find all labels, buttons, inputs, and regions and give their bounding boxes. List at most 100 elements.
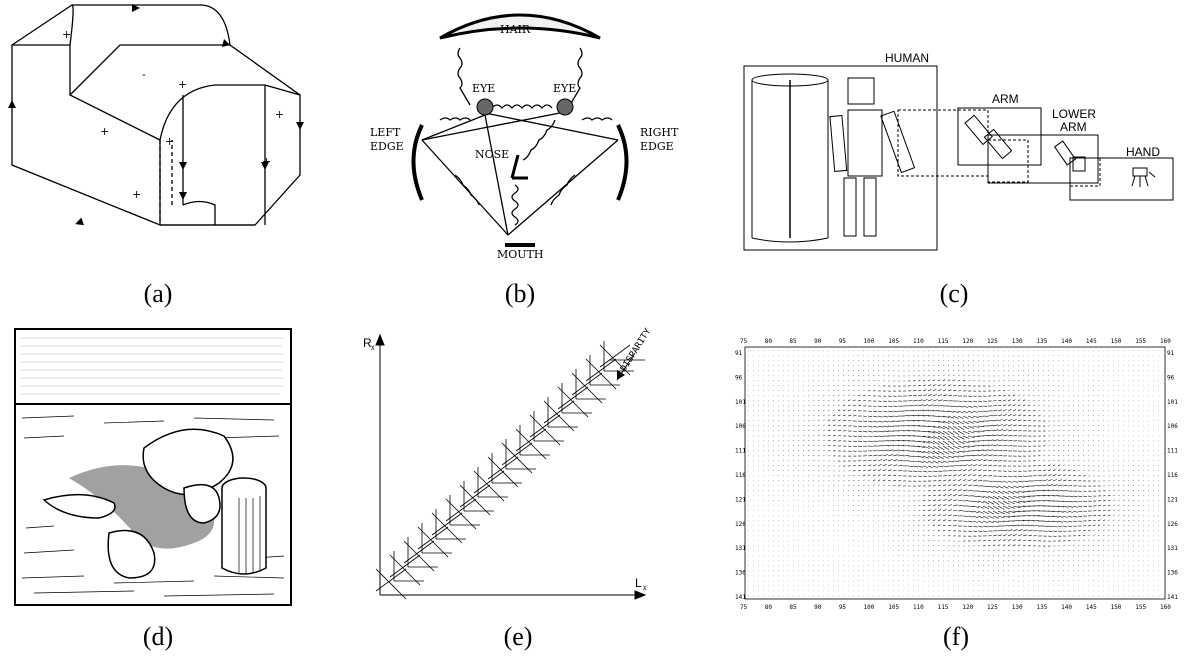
vector-mark — [807, 454, 810, 457]
vector-mark — [1072, 545, 1075, 547]
vector-mark — [852, 360, 854, 362]
vector-mark — [822, 429, 826, 432]
vector-mark — [867, 365, 869, 367]
vector-mark — [987, 454, 993, 457]
vector-mark — [972, 515, 979, 519]
vector-mark — [882, 420, 889, 423]
vector-mark — [972, 360, 975, 362]
vector-mark — [977, 464, 983, 467]
vector-mark — [1047, 484, 1054, 487]
vector-mark — [817, 429, 820, 432]
vector-mark — [857, 405, 862, 407]
x-tick-label: 85 — [789, 338, 797, 345]
vector-mark — [947, 530, 951, 532]
grid-line — [543, 400, 575, 424]
vector-mark — [957, 405, 964, 408]
vector-mark — [1002, 490, 1010, 495]
vector-mark — [967, 479, 972, 482]
vector-mark — [1122, 470, 1125, 472]
vector-mark — [1012, 470, 1017, 472]
vector-mark — [962, 515, 968, 517]
vector-mark — [992, 460, 998, 462]
vector-mark — [992, 449, 998, 452]
vector-mark — [977, 575, 979, 577]
vector-mark — [932, 504, 937, 507]
vector-mark — [787, 465, 789, 467]
vector-mark — [977, 459, 983, 462]
vector-mark — [847, 394, 850, 397]
vector-mark — [1062, 505, 1069, 508]
vector-mark — [922, 555, 924, 557]
vector-mark — [927, 374, 931, 377]
vector-mark — [1002, 534, 1007, 537]
vector-mark — [937, 484, 941, 487]
vector-mark — [1142, 495, 1145, 497]
vector-mark — [977, 560, 980, 562]
vector-mark — [992, 565, 994, 567]
vector-mark — [1012, 505, 1021, 508]
arm-label: ARM — [992, 92, 1019, 106]
vector-mark — [1007, 505, 1016, 509]
vector-mark — [1087, 455, 1090, 457]
vector-mark — [1132, 504, 1135, 507]
vector-mark — [837, 404, 841, 407]
vector-mark — [792, 475, 794, 477]
vector-mark — [992, 539, 997, 542]
vector-mark — [1042, 400, 1045, 402]
vector-mark — [932, 545, 935, 547]
vector-mark — [912, 399, 918, 402]
vector-mark — [892, 444, 900, 447]
vector-mark — [1017, 430, 1022, 432]
vector-mark — [907, 535, 910, 537]
vector-mark — [787, 460, 789, 462]
vector-mark — [1007, 429, 1013, 432]
vector-mark — [847, 409, 851, 412]
vector-mark — [1127, 499, 1130, 502]
grid-line — [515, 428, 547, 460]
vector-mark — [972, 420, 979, 423]
vector-mark — [892, 565, 894, 567]
vector-mark — [882, 449, 889, 452]
vector-mark — [877, 484, 880, 487]
vector-mark — [1067, 479, 1072, 482]
vector-mark — [947, 440, 955, 446]
vector-mark — [1152, 490, 1154, 492]
vector-mark — [1012, 380, 1015, 382]
vector-mark — [1097, 550, 1100, 552]
vector-mark — [1067, 425, 1070, 427]
vector-mark — [987, 485, 994, 488]
vector-mark — [887, 444, 894, 447]
vector-mark — [987, 575, 989, 577]
vector-mark — [1087, 539, 1090, 542]
vector-mark — [842, 384, 845, 387]
vector-mark — [852, 379, 855, 382]
vector-mark — [902, 535, 905, 537]
vector-mark — [1107, 400, 1109, 402]
vector-mark — [972, 555, 975, 557]
vector-mark — [897, 459, 904, 462]
vector-mark — [1052, 375, 1054, 377]
vector-mark — [862, 365, 864, 367]
vector-mark — [1087, 400, 1089, 402]
vector-mark — [937, 360, 940, 362]
vector-mark — [1002, 409, 1007, 412]
vector-mark — [1047, 445, 1051, 447]
vector-mark — [1087, 524, 1091, 527]
vector-mark — [887, 474, 892, 477]
vector-mark — [882, 484, 886, 487]
vector-mark — [962, 350, 964, 352]
vector-mark — [992, 439, 999, 442]
vector-mark — [1082, 434, 1085, 437]
vector-mark — [907, 545, 909, 547]
vector-mark — [1077, 424, 1080, 427]
sign-minus: - — [142, 68, 146, 81]
vector-mark — [1097, 544, 1100, 547]
vector-mark — [1137, 510, 1140, 512]
vector-mark — [942, 504, 947, 507]
vector-mark — [1012, 510, 1021, 513]
vector-mark — [1022, 399, 1026, 402]
vector-mark — [757, 400, 759, 402]
vector-mark — [982, 469, 987, 472]
vector-mark — [867, 360, 869, 362]
vector-mark — [967, 505, 974, 508]
